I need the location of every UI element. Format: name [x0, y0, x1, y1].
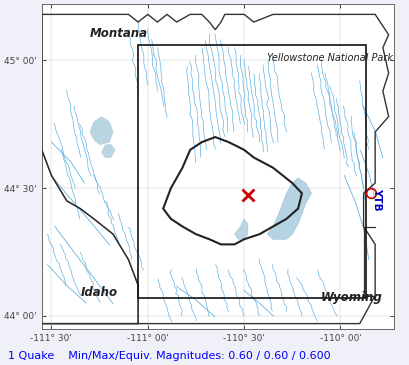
Bar	[138, 45, 365, 298]
Text: Montana: Montana	[90, 27, 148, 41]
Text: 1 Quake    Min/Max/Equiv. Magnitudes: 0.60 / 0.60 / 0.600: 1 Quake Min/Max/Equiv. Magnitudes: 0.60 …	[8, 351, 330, 361]
Text: Wyoming: Wyoming	[320, 291, 382, 304]
Text: YTB: YTB	[371, 188, 381, 211]
Polygon shape	[267, 178, 311, 239]
Polygon shape	[234, 219, 247, 239]
Polygon shape	[101, 145, 115, 158]
Text: Idaho: Idaho	[80, 285, 117, 299]
Text: Yellowstone National Park: Yellowstone National Park	[267, 53, 392, 63]
Polygon shape	[90, 116, 113, 145]
